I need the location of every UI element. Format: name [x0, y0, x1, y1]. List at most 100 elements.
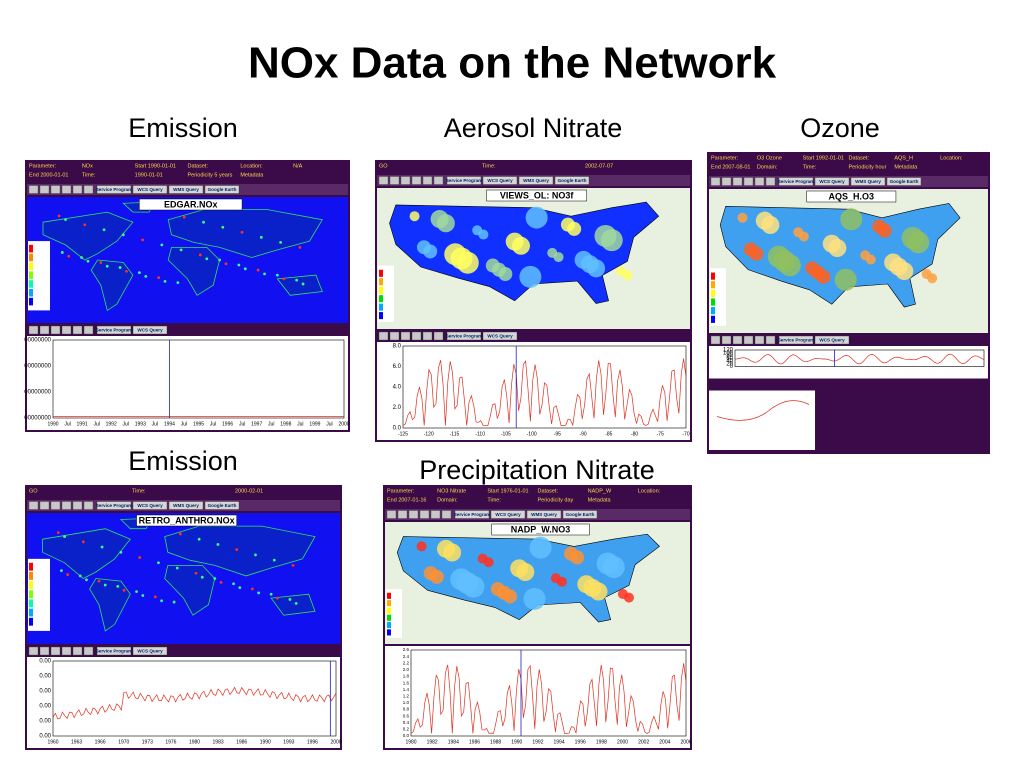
header-field: Location: — [940, 155, 963, 161]
plot-trace — [52, 686, 337, 720]
hotspot — [219, 581, 223, 584]
x-tick-label: -115 — [450, 431, 460, 437]
y-tick-label: 0.00 — [39, 674, 51, 680]
legend-swatch — [387, 614, 391, 621]
continent — [164, 525, 316, 577]
tool-icon — [61, 185, 72, 194]
header-field: NADP_W — [588, 488, 612, 494]
x-tick-label: 1997 — [251, 421, 262, 427]
hotspot — [291, 564, 295, 567]
hotspot — [213, 577, 217, 580]
data-blob — [416, 240, 431, 255]
plot-area — [27, 336, 348, 430]
header-field: Location: — [240, 163, 263, 169]
data-blob — [755, 211, 774, 230]
hotspot — [279, 240, 282, 244]
x-tick-label: -90 — [579, 431, 586, 437]
y-tick-label: 0.00 — [39, 689, 51, 695]
data-blob — [505, 232, 524, 251]
legend-swatch — [29, 590, 33, 599]
x-tick-label: 1993 — [135, 421, 146, 427]
toolbar-button-label: WCS Query — [819, 179, 845, 184]
data-blob — [822, 234, 841, 253]
y-tick-label: 8.0 — [393, 344, 402, 350]
screenshot-panel: Parameter: NO3 Nitrate Start 1976-01-01 Dat… — [383, 485, 692, 750]
x-tick-label: 1999 — [309, 421, 320, 427]
legend-swatch — [711, 289, 715, 297]
data-blob — [793, 227, 804, 238]
legend-swatch — [379, 269, 383, 277]
hotspot — [176, 281, 180, 285]
header-field: Parameter: — [29, 163, 57, 169]
x-tick-label: 1994 — [164, 421, 175, 427]
continent — [42, 211, 134, 261]
tool-icon — [754, 335, 765, 345]
plot-frame — [402, 345, 687, 429]
hotspot — [218, 258, 222, 262]
header-field: Parameter: — [387, 488, 415, 494]
legend-swatch — [29, 253, 33, 262]
tool-icon — [50, 185, 61, 194]
toolbar-button — [454, 510, 490, 519]
data-blob — [737, 212, 748, 223]
tool-icon — [50, 646, 61, 656]
data-blob — [547, 247, 558, 258]
toolbar-button-label: Google Earth — [890, 179, 919, 184]
legend-box — [28, 558, 50, 631]
hotspot — [100, 545, 104, 549]
y-tick-label: 0.0 — [403, 733, 410, 738]
screenshot-panel: GO Time: 2002-07-07 Service Program WCS Quer… — [375, 160, 692, 442]
legend-swatch — [29, 599, 33, 608]
toolbar-button — [446, 176, 482, 185]
continent — [276, 274, 323, 296]
hotspot — [56, 531, 60, 535]
toolbar-button-label: WMS Query — [531, 512, 557, 517]
hotspot — [294, 601, 298, 605]
data-blob — [416, 541, 427, 552]
header-field: End 2007-08-01 — [711, 164, 750, 170]
data-blob — [594, 224, 617, 247]
tool-icon — [433, 331, 444, 341]
data-blob — [901, 226, 924, 249]
map-title: AQS_H.O3 — [829, 191, 875, 201]
legend-swatch — [387, 629, 391, 636]
hotspot — [172, 600, 176, 604]
hotspot — [135, 590, 138, 593]
toolbar-button-label: Service Program — [96, 503, 133, 508]
header-field: Start 1976-01-01 — [487, 488, 528, 494]
toolbar-button — [778, 177, 814, 186]
tool-icon — [732, 335, 743, 345]
y-tick-label: 0.00 — [39, 704, 51, 710]
x-tick-label: -85 — [605, 431, 612, 437]
hotspot — [137, 271, 141, 274]
hotspot — [282, 277, 286, 281]
header-field: Metadata — [894, 164, 918, 170]
hotspot — [256, 268, 260, 272]
legend-swatch — [387, 600, 391, 607]
toolbar-button — [204, 501, 240, 510]
plot-button — [132, 325, 168, 335]
header-field: NOx — [82, 163, 93, 169]
hotspot — [105, 264, 109, 268]
header-field: Dataset: — [188, 163, 209, 169]
continent — [167, 209, 323, 258]
data-blob — [519, 265, 542, 288]
caption: Ozone — [800, 113, 880, 143]
y-tick-label: 0.00 — [39, 719, 51, 725]
map-title: RETRO_ANTHRO.NOx — [139, 515, 235, 525]
x-tick-label: 1982 — [427, 739, 438, 745]
hotspot — [250, 587, 254, 591]
data-blob — [574, 250, 593, 269]
tool-icon — [721, 335, 732, 345]
continent — [90, 259, 134, 312]
y-tick-label: 0.0 — [393, 426, 402, 432]
header-field: Location: — [638, 488, 661, 494]
data-blob — [477, 553, 488, 564]
caption: Aerosol Nitrate — [444, 113, 623, 143]
x-tick-label: 1996 — [575, 739, 586, 745]
y-tick-label: 80 — [726, 353, 733, 359]
legend-swatch — [711, 315, 715, 323]
y-tick-label: 00000000 — [24, 338, 51, 344]
screenshot-panel: Parameter: NOx Start 1990-01-01 Dataset: Loc… — [24, 160, 350, 432]
